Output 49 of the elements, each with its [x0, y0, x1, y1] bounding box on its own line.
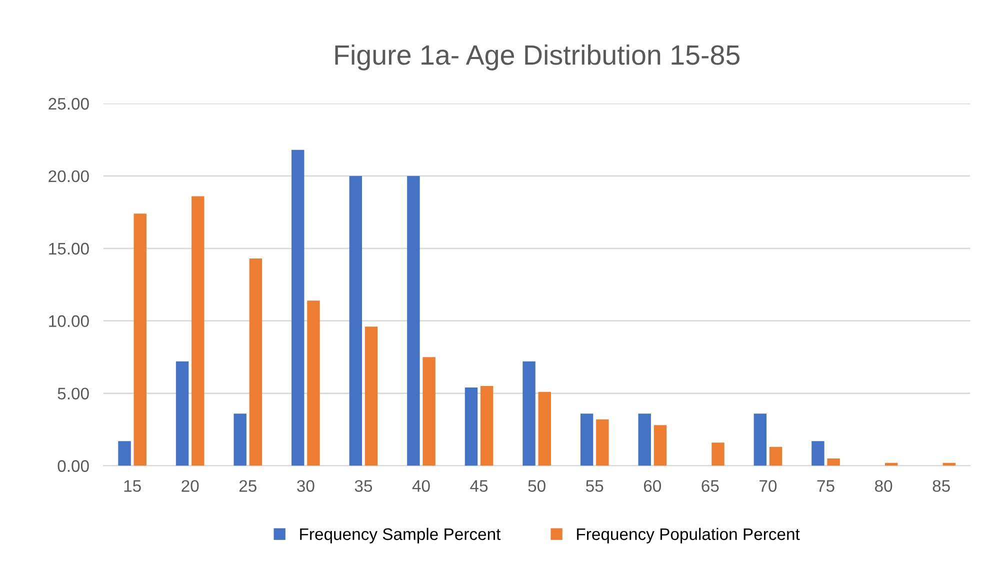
bar: [769, 446, 782, 466]
bar: [522, 361, 536, 466]
bar: [596, 419, 609, 466]
bar: [234, 414, 246, 466]
y-tick-label: 15.00: [49, 242, 89, 255]
bar: [464, 388, 478, 466]
x-tick-label: 45: [470, 480, 488, 492]
bar: [580, 414, 594, 466]
bar: [292, 150, 304, 466]
x-tick-label: 60: [644, 480, 662, 492]
legend-label: Frequency Sample Percent: [300, 528, 501, 544]
chart-title: Figure 1a- Age Distribution 15-85: [335, 44, 740, 70]
bar: [538, 392, 551, 466]
bar: [654, 425, 667, 466]
bar: [307, 300, 320, 466]
x-tick-label: 50: [528, 480, 546, 492]
x-tick-label: 70: [760, 480, 777, 492]
y-tick-label: 25.00: [48, 98, 89, 110]
y-tick-label: 5.00: [58, 388, 89, 400]
x-tick-label: 40: [412, 480, 430, 492]
bar: [480, 386, 494, 466]
x-tick-label: 15: [124, 480, 141, 492]
bar: [349, 176, 362, 466]
x-tick-label: 25: [239, 480, 256, 492]
x-tick-label: 85: [932, 480, 950, 492]
bar: [364, 326, 378, 466]
y-tick-label: 0.00: [58, 460, 89, 472]
x-tick-label: 80: [875, 480, 892, 492]
bar: [192, 196, 204, 466]
bar: [638, 414, 651, 466]
x-tick-label: 65: [702, 480, 719, 492]
x-tick-label: 30: [297, 480, 314, 492]
bar: [249, 258, 262, 466]
y-tick-label: 20.00: [48, 170, 89, 182]
bar: [407, 176, 420, 466]
bar: [134, 214, 146, 466]
x-tick-label: 20: [182, 480, 199, 492]
x-tick-label: 35: [354, 480, 372, 492]
bar: [422, 357, 436, 466]
bar: [812, 441, 824, 466]
bar: [712, 442, 724, 466]
bar: [176, 361, 189, 466]
y-tick-label: 10.00: [49, 315, 89, 328]
x-tick-label: 75: [817, 480, 834, 492]
x-tick-label: 55: [586, 480, 604, 492]
bar: [827, 458, 840, 466]
legend-label: Frequency Population Percent: [577, 528, 800, 544]
bar: [118, 441, 131, 466]
bar: [754, 414, 767, 466]
